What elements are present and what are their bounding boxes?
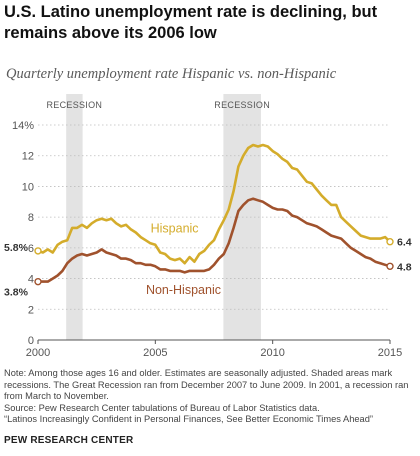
end-point-marker: [386, 262, 394, 270]
recession-label: RECESSION: [214, 100, 270, 110]
end-point-marker: [386, 238, 394, 246]
x-tick-label: 2005: [143, 347, 167, 356]
start-value-label: 5.8%: [4, 242, 29, 254]
y-tick-label: 2: [28, 304, 34, 316]
series-line-non-hispanic: [36, 197, 392, 283]
x-tick-label: 2015: [378, 347, 402, 356]
y-tick-label: 4: [28, 274, 34, 286]
series-label-non-hispanic: Non-Hispanic: [146, 283, 221, 297]
y-tick-label: 6: [28, 243, 34, 255]
series-line-hispanic: [36, 143, 392, 265]
start-point-marker: [34, 247, 42, 255]
y-tick-label: 10: [22, 181, 34, 193]
y-tick-label: 8: [28, 212, 34, 224]
end-value-label: 6.4: [397, 237, 412, 249]
y-tick-label: 14%: [12, 120, 34, 132]
chart-title: U.S. Latino unemployment rate is declini…: [4, 3, 378, 42]
chart-subtitle: Quarterly unemployment rate Hispanic vs.…: [6, 66, 337, 82]
line-chart: RECESSION RECESSION 0 2 4 6 8 10 12 14% 2000 2005 20…: [4, 94, 412, 356]
recession-label: RECESSION: [47, 100, 103, 110]
chart-notes: Note: Among those ages 16 and older. Est…: [4, 368, 416, 426]
series-label-hispanic: Hispanic: [151, 222, 199, 236]
note-text: Note: Among those ages 16 and older. Est…: [4, 368, 409, 402]
report-title: “Latinos Increasingly Confident in Perso…: [4, 414, 373, 425]
y-tick-label: 12: [22, 151, 34, 163]
start-value-label: 3.8%: [4, 287, 29, 299]
x-tick-label: 2000: [26, 347, 50, 356]
end-value-label: 4.8: [397, 261, 412, 273]
credit-logo: PEW RESEARCH CENTER: [4, 435, 134, 446]
y-tick-label: 0: [28, 335, 34, 347]
start-point-marker: [34, 277, 42, 286]
source-text: Source: Pew Research Center tabulations …: [4, 402, 320, 413]
x-tick-label: 2010: [260, 347, 284, 356]
